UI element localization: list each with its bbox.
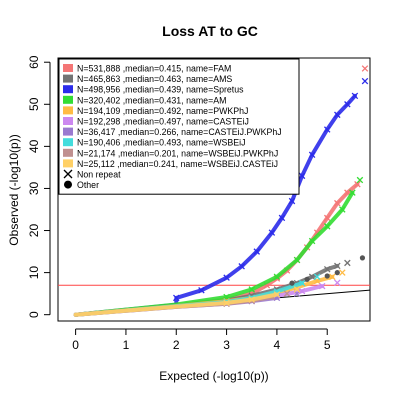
legend-label: N=36,417 ,median=0.266, name=CASTEiJ.PWK…: [77, 127, 282, 137]
series-point: [308, 237, 316, 245]
other-point: [359, 255, 366, 261]
series-point: [298, 279, 306, 287]
series-point: [278, 214, 286, 222]
series-point: [356, 176, 364, 184]
series-point: [318, 282, 326, 290]
y-tick-label: 30: [27, 181, 41, 195]
series-point: [253, 248, 261, 255]
series-point: [328, 273, 336, 281]
x-tick-label: 1: [123, 338, 130, 352]
legend-label: N=465,863 ,median=0.463, name=AMS: [77, 74, 232, 84]
series-point: [308, 151, 316, 159]
series-point: [339, 269, 346, 276]
series-point: [323, 214, 331, 222]
series-point: [248, 296, 256, 303]
series-band-2: [73, 93, 357, 317]
legend-swatch: [63, 64, 73, 72]
y-tick-label: 0: [27, 311, 41, 318]
chart-title: Loss AT to GC: [162, 23, 258, 39]
other-point: [289, 280, 295, 286]
legend-swatch: [63, 95, 73, 104]
y-tick-label: 20: [27, 224, 41, 238]
series-point: [268, 229, 276, 236]
legend-swatch: [63, 85, 73, 94]
legend-swatch: [63, 106, 73, 115]
series-point: [334, 262, 341, 270]
x-tick-label: 5: [324, 338, 331, 352]
y-tick-label: 10: [27, 266, 41, 280]
series-point: [351, 92, 359, 100]
legend-label: Other: [77, 180, 99, 190]
series-point: [223, 274, 230, 281]
series-point: [334, 279, 341, 286]
plot-area-border: [57, 57, 371, 322]
x-tick-label: 4: [274, 338, 281, 352]
legend-swatch: [63, 117, 73, 125]
series-point: [283, 290, 291, 297]
legend-swatch: [63, 138, 73, 147]
legend-box: [58, 58, 300, 195]
series-point: [293, 256, 301, 264]
series-point: [323, 265, 331, 273]
series-point: [334, 199, 341, 207]
series-point: [298, 172, 306, 180]
x-tick-label: 2: [173, 338, 180, 352]
series-point: [344, 101, 351, 108]
series-point: [248, 286, 256, 293]
series-point: [323, 223, 331, 230]
legend-swatch: [63, 127, 73, 136]
series-point: [313, 273, 321, 281]
y-axis-label: Observed (-log10(p)): [7, 134, 21, 245]
series-point: [273, 291, 281, 298]
y-tick-label: 60: [27, 55, 41, 69]
legend-label: N=531,888 ,median=0.415, name=FAM: [77, 64, 231, 74]
legend-label: N=320,402 ,median=0.431, name=AM: [77, 95, 226, 105]
legend-swatch: [63, 74, 73, 83]
series-band-3: [73, 190, 355, 317]
legend-swatch: [63, 148, 73, 157]
series-point: [288, 197, 296, 205]
data-points: [73, 65, 369, 317]
x-axis-label: Expected (-log10(p)): [159, 369, 268, 383]
y-tick-label: 50: [27, 97, 41, 111]
series-point: [323, 126, 331, 133]
legend-label: N=194,109 ,median=0.492, name=PWKPhJ: [77, 106, 248, 116]
legend-label: N=25,112 ,median=0.241, name=WSBEiJ.CAST…: [77, 159, 278, 169]
series-point: [223, 299, 230, 307]
other-point: [334, 270, 340, 276]
legend-label: N=498,956 ,median=0.439, name=Spretus: [77, 85, 244, 95]
legend: N=531,888 ,median=0.415, name=FAMN=465,8…: [58, 58, 300, 195]
series-point: [334, 111, 341, 119]
series-point: [349, 189, 356, 196]
series-point: [198, 287, 205, 294]
legend-label: N=192,298 ,median=0.497, name=CASTEiJ: [77, 117, 249, 127]
legend-cross-symbol: [63, 169, 73, 179]
x-tick-label: 0: [72, 338, 79, 352]
x-tick-label: 3: [223, 338, 230, 352]
series-point: [344, 259, 351, 267]
legend-dot-symbol: [64, 180, 72, 189]
series-point: [298, 287, 306, 295]
series-point: [354, 180, 361, 188]
series-point: [339, 206, 346, 213]
legend-label: Non repeat: [77, 170, 121, 180]
other-point: [324, 273, 330, 279]
legend-label: N=190,406 ,median=0.493, name=WSBEiJ: [77, 138, 245, 148]
y-tick-label: 40: [27, 139, 41, 153]
series-point: [172, 294, 180, 302]
legend-label: N=21,174 ,median=0.201, name=WSBEiJ.PWKP…: [77, 148, 278, 158]
series-point: [361, 77, 369, 85]
legend-swatch: [63, 159, 73, 168]
series-point: [361, 65, 369, 72]
series-point: [273, 273, 281, 281]
other-point: [304, 276, 310, 282]
series-point: [238, 263, 245, 270]
series-point: [293, 286, 301, 293]
